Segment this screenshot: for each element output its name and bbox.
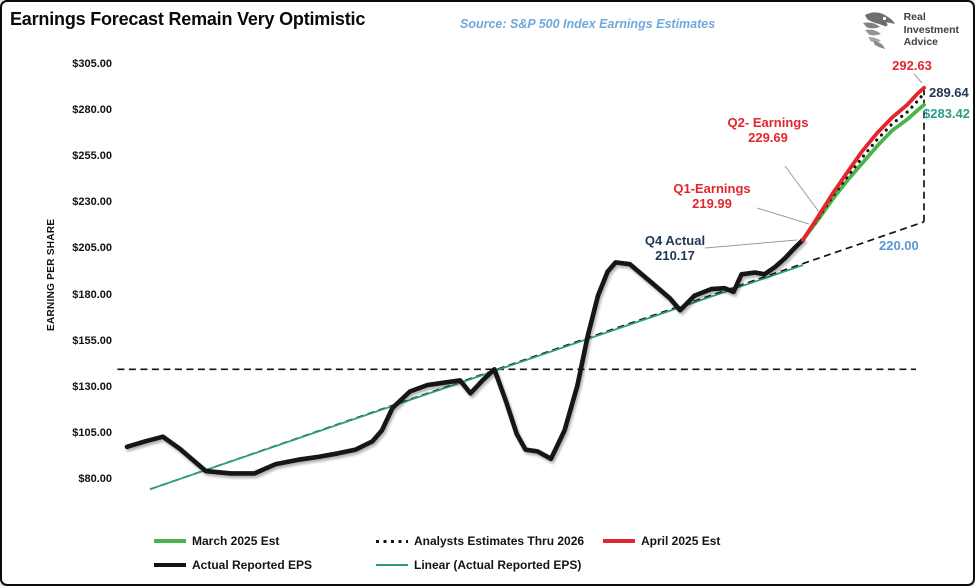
legend-item-linear-trend: Linear (Actual Reported EPS)	[376, 558, 581, 572]
series-analysts-estimates	[801, 91, 926, 242]
annotation-q1-earnings: Q1-Earnings 219.99	[650, 181, 774, 211]
green-line-swatch-icon	[154, 539, 186, 543]
callout-leader-line	[784, 165, 820, 213]
dotted-line-swatch-icon	[376, 539, 408, 543]
legend-label: Linear (Actual Reported EPS)	[414, 558, 582, 572]
legend-label: April 2025 Est	[641, 534, 721, 548]
teal-line-swatch-icon	[376, 564, 408, 566]
linear-trend-line	[149, 264, 804, 491]
annotation-q4-label: Q4 Actual	[644, 233, 706, 248]
annotation-q2-earnings: Q2- Earnings 229.69	[702, 115, 834, 145]
black-line-swatch-icon	[154, 562, 186, 568]
brand-logo: Real Investment Advice	[858, 10, 959, 50]
legend-label: Actual Reported EPS	[192, 558, 313, 572]
annotation-q1-label: Q1-Earnings	[673, 181, 751, 196]
legend-label: March 2025 Est	[192, 534, 280, 548]
y-tick-label: $230.00	[72, 196, 112, 209]
callout-leader-line	[704, 239, 798, 249]
series-april-2025-est	[801, 85, 926, 242]
y-tick-label: $180.00	[72, 288, 112, 301]
series-march-2025-est	[801, 102, 926, 242]
y-tick-label: $280.00	[72, 104, 112, 117]
annotation-q1-value: 219.99	[692, 196, 732, 211]
legend-item-actual-reported-eps: Actual Reported EPS	[154, 558, 312, 572]
y-tick-label: $155.00	[72, 334, 112, 347]
y-tick-label: $305.00	[72, 58, 112, 70]
red-line-swatch-icon	[603, 539, 635, 543]
brand-name: Real Investment Advice	[903, 11, 959, 49]
annotation-april-end-value: 292.63	[892, 58, 932, 73]
page-title: Earnings Forecast Remain Very Optimistic	[10, 9, 366, 29]
callout-leader-line	[756, 207, 810, 225]
annotation-q2-value: 229.69	[748, 130, 788, 145]
legend-item-april-2025-est: April 2025 Est	[603, 534, 720, 548]
annotation-q4-actual: Q4 Actual 210.17	[616, 233, 734, 263]
annotation-march-end-value: $283.42	[923, 106, 970, 121]
annotation-q2-label: Q2- Earnings	[727, 115, 809, 130]
y-tick-label: $130.00	[72, 380, 112, 393]
y-tick-label: $80.00	[78, 472, 112, 485]
callout-leader-line	[913, 73, 923, 84]
y-tick-label: $205.00	[72, 242, 112, 255]
annotation-analyst-end-value: 289.64	[929, 85, 969, 100]
y-tick-label: $105.00	[72, 426, 112, 439]
legend-item-analysts-estimates: Analysts Estimates Thru 2026	[376, 534, 584, 548]
legend-item-march-2025-est: March 2025 Est	[154, 534, 279, 548]
eagle-logo-icon	[862, 12, 895, 49]
source-caption: Source: S&P 500 Index Earnings Estimates	[460, 17, 716, 31]
legend-label: Analysts Estimates Thru 2026	[414, 534, 585, 548]
annotation-q4-value: 210.17	[655, 248, 695, 263]
y-axis-title: EARNING PER SHARE	[46, 218, 57, 331]
y-tick-label: $255.00	[72, 150, 112, 163]
annotation-trend-end-value: 220.00	[879, 238, 919, 253]
series-actual-reported-eps	[124, 237, 806, 476]
